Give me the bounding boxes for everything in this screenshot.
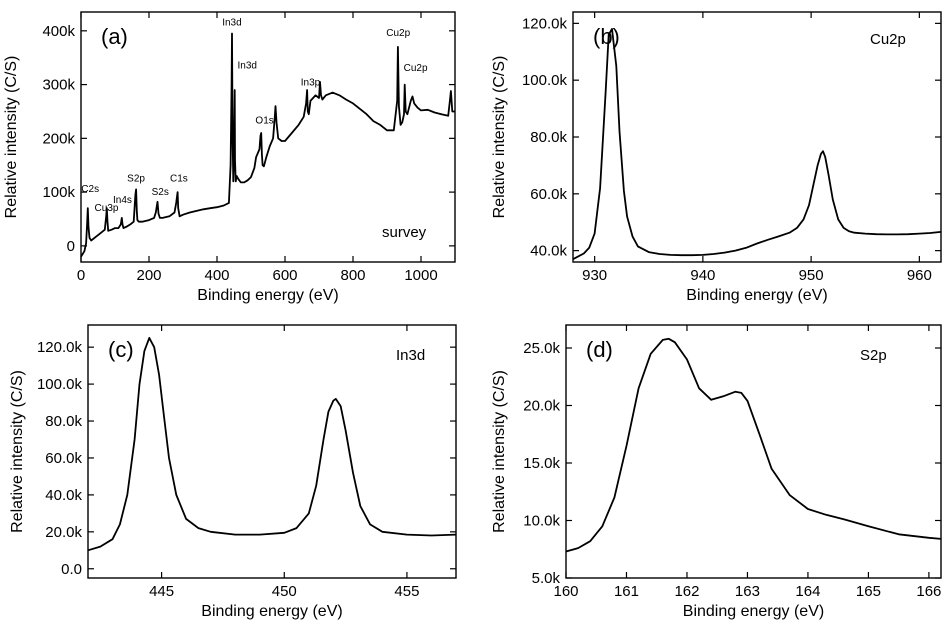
y-tick-label-b: 60.0k [530,186,567,203]
peak-annotation: In4s [113,195,132,206]
y-tick-label-a: 400k [42,23,75,40]
panel-label-d: (d) [586,337,613,362]
y-axis-label-b: Relative intensity (C/S) [491,56,508,219]
y-tick-label-c: 0.0 [61,561,82,578]
x-tick-label-d: 161 [614,583,639,600]
y-tick-label-d: 20.0k [523,398,560,415]
y-tick-label-c: 20.0k [45,524,82,541]
x-tick-label-a: 1000 [404,267,437,284]
x-tick-label-d: 165 [856,583,881,600]
x-tick-label-a: 400 [204,267,229,284]
y-tick-label-c: 40.0k [45,487,82,504]
peak-annotation: Cu2p [404,63,428,74]
y-tick-label-c: 80.0k [45,413,82,430]
x-tick-label-b: 930 [582,267,607,284]
y-tick-label-b: 80.0k [530,129,567,146]
spectrum-region-label-c: In3d [396,347,425,364]
y-tick-label-c: 100.0k [37,376,83,393]
x-tick-label-a: 200 [136,267,161,284]
y-tick-label-c: 120.0k [37,339,83,356]
plot-frame-b [572,11,942,263]
peak-annotation: Cu3p [95,203,119,214]
y-tick-label-d: 15.0k [523,455,560,472]
x-axis-label-a: Binding energy (eV) [197,287,338,304]
peak-annotation: S2s [152,187,169,198]
peak-annotation: O1s [255,115,273,126]
x-tick-label-c: 450 [272,583,297,600]
spectrum-region-label-b: Cu2p [870,31,906,48]
x-tick-label-d: 163 [735,583,760,600]
spectrum-line-b [572,28,942,260]
x-axis-label-d: Binding energy (eV) [683,603,824,620]
y-tick-label-a: 100k [42,184,75,201]
peak-annotation: S2p [127,173,145,184]
x-axis-label-b: Binding energy (eV) [686,287,827,304]
plot-frame-a [80,11,456,263]
spectrum-region-label-d: S2p [860,347,887,364]
panel-a: 0 200 400 600 800 1000 0 100k 200k 300k 400k Bindin… [3,11,456,304]
x-tick-label-d: 164 [795,583,820,600]
y-tick-label-b: 100.0k [522,72,568,89]
y-tick-label-c: 60.0k [45,450,82,467]
spectrum-line-d [565,337,942,553]
plot-frame-d [565,324,942,579]
peak-annotation: In3p [301,78,321,89]
peak-annotation: Cu2p [386,28,410,39]
x-tick-label-a: 0 [77,267,85,284]
x-tick-label-b: 950 [799,267,824,284]
y-tick-label-d: 25.0k [523,340,560,357]
peak-annotation: C1s [170,173,188,184]
panel-label-c: (c) [108,337,134,362]
y-tick-label-b: 120.0k [522,15,568,32]
x-tick-label-c: 445 [149,583,174,600]
y-tick-label-d: 5.0k [532,570,561,587]
spectrum-region-label-a: survey [382,224,427,241]
y-axis-label-c: Relative intensity (C/S) [9,370,26,533]
panel-d: 160 161 162 163 164 165 166 5.0k 10.0k 15.0k 20.0k… [491,324,942,620]
x-tick-label-d: 166 [916,583,941,600]
y-axis-label-d: Relative intensity (C/S) [491,370,508,533]
panel-label-a: (a) [101,24,128,49]
x-tick-label-b: 960 [907,267,932,284]
spectrum-line-c [87,337,457,552]
panel-c: 445 450 455 0.0 20.0k 40.0k 60.0k 80.0k 100.0k 12… [9,324,457,620]
peak-annotation: In3d [238,60,257,71]
y-tick-label-b: 40.0k [530,243,567,260]
peak-annotation: In3d [222,17,241,28]
peak-annotation: C2s [81,184,99,195]
y-tick-label-a: 300k [42,77,75,94]
spectrum-line-a [80,32,455,258]
y-tick-label-d: 10.0k [523,513,560,530]
x-axis-label-c: Binding energy (eV) [201,603,342,620]
x-tick-label-c: 455 [394,583,419,600]
x-tick-label-a: 600 [272,267,297,284]
y-axis-label-a: Relative intensity (C/S) [3,56,20,219]
x-tick-label-a: 800 [340,267,365,284]
panel-b: 930 940 950 960 40.0k 60.0k 80.0k 100.0k 120.0k B… [491,11,942,304]
panel-label-b: (b) [593,24,620,49]
plot-frame-c [87,324,457,579]
x-tick-label-b: 940 [690,267,715,284]
y-tick-label-a: 0 [67,238,75,255]
y-tick-label-a: 200k [42,130,75,147]
x-tick-label-d: 162 [674,583,699,600]
x-tick-label-d: 160 [553,583,578,600]
